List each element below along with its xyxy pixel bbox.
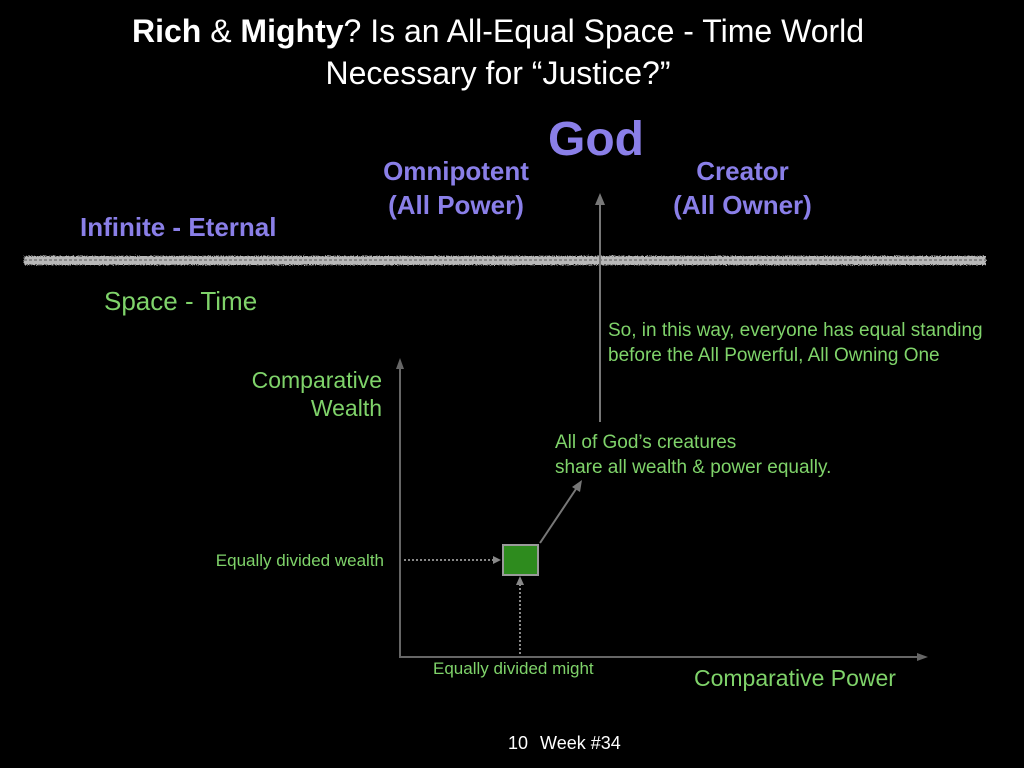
omnipotent-line-1: Omnipotent [383,156,529,186]
title-rich: Rich [131,13,202,49]
share-note-line-2: share all wealth & power equally. [555,457,832,478]
title-rest: ? Is an All-Equal Space - Time World [343,13,865,49]
creator-line-1: Creator [696,156,789,186]
creator-line-2: (All Owner) [673,190,812,220]
might-pointer [516,576,524,654]
standing-note-line-1: So, in this way, everyone has equal stan… [608,320,983,341]
omnipotent-label: Omnipotent (All Power) [366,154,546,222]
y-axis [396,358,404,658]
share-note: All of God’s creatures share all wealth … [555,430,831,480]
y-axis-label: Comparative Wealth [200,366,382,422]
arrow-to-god [595,193,605,422]
creator-label: Creator (All Owner) [655,154,830,222]
title-line-2: Necessary for “Justice?” [325,55,671,91]
share-note-line-1: All of God’s creatures [555,432,737,453]
x-axis [400,653,928,661]
equally-divided-might-label: Equally divided might [433,659,594,678]
realm-divider [24,256,986,265]
title-line-1: Rich & Mighty? Is an All-Equal Space - T… [0,10,996,52]
week-label: Week #34 [540,733,621,753]
standing-note-line-2: before the All Powerful, All Owning One [608,345,940,366]
footer: 10 Week #34 [508,733,633,754]
wealth-pointer [404,556,501,564]
omnipotent-line-2: (All Power) [388,190,524,220]
title-mighty: Mighty [240,13,344,49]
page-number: 10 [508,733,529,753]
space-time-label: Space - Time [104,286,258,316]
x-axis-label: Comparative Power [694,665,896,691]
diagonal-arrow [539,480,582,544]
y-axis-label-line-2: Wealth [310,395,382,421]
equal-share-square [502,544,539,576]
title-amp: & [201,13,241,49]
slide-title: Rich & Mighty? Is an All-Equal Space - T… [0,10,996,94]
standing-note: So, in this way, everyone has equal stan… [608,318,983,368]
infinite-eternal-label: Infinite - Eternal [80,212,277,242]
equally-divided-wealth-label: Equally divided wealth [215,551,384,570]
y-axis-label-line-1: Comparative [251,367,382,393]
god-label: God [548,113,644,166]
